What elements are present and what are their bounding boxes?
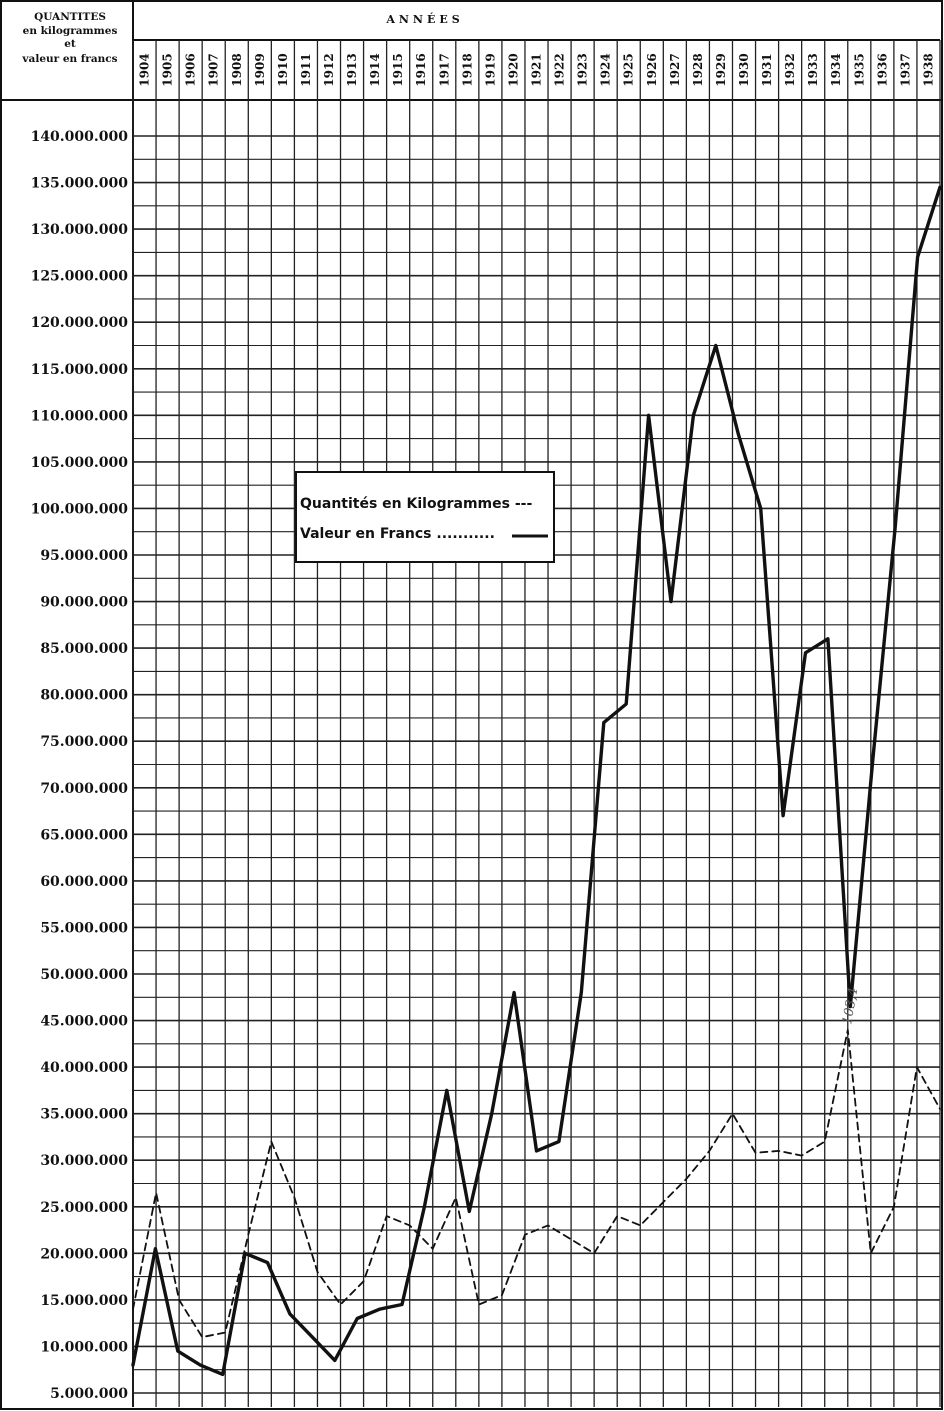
x-tick-label: 1920 [506,53,520,86]
x-tick-label: 1919 [483,53,497,86]
y-tick-label: 100.000.000 [31,501,129,517]
legend-entry-quantites: Quantités en Kilogrammes --- [300,496,532,512]
y-tick-label: 10.000.000 [40,1339,128,1355]
x-tick-label: 1922 [553,53,567,86]
y-tick-label: 45.000.000 [40,1014,128,1030]
y-tick-label: 30.000.000 [40,1153,128,1169]
corner-header-line-3: et [64,38,76,50]
x-tick-label: 1932 [783,53,797,86]
x-tick-label: 1930 [737,53,751,86]
y-tick-label: 20.000.000 [40,1246,128,1262]
x-tick-label: 1910 [276,53,290,86]
x-tick-label: 1927 [668,53,682,86]
x-tick-label: 1921 [530,53,544,86]
y-tick-label: 50.000.000 [40,967,128,983]
x-tick-label: 1923 [576,53,590,86]
legend: Quantités en Kilogrammes --- Valeur en F… [295,471,555,563]
x-tick-label: 1916 [414,53,428,86]
x-tick-label: 1905 [161,53,175,86]
x-tick-label: 1911 [299,53,313,86]
x-tick-label: 1936 [875,53,889,86]
y-tick-label: 70.000.000 [40,781,128,797]
y-tick-label: 35.000.000 [40,1107,128,1123]
y-tick-label: 135.000.000 [31,176,129,192]
x-tick-label: 1935 [852,53,866,86]
legend-entry-valeur: Valeur en Francs ........... [300,526,495,542]
y-tick-label: 110.000.000 [31,408,129,424]
y-tick-label: 130.000.000 [31,222,129,238]
x-tick-label: 1913 [345,53,359,86]
series-lines [131,185,942,1377]
y-tick-label: 40.000.000 [40,1060,128,1076]
x-tick-label: 1906 [184,53,198,86]
series-valeur-line [131,185,942,1377]
x-tick-label: 1929 [714,53,728,86]
y-tick-label: 120.000.000 [31,315,129,331]
y-tick-label: 85.000.000 [40,641,128,657]
y-tick-label: 5.000.000 [50,1386,128,1402]
y-tick-label: 15.000.000 [40,1293,128,1309]
x-tick-label: 1914 [368,53,382,86]
chart-header: QUANTITES en kilogrammes et valeur en fr… [21,11,463,65]
y-axis-tick-labels: 140.000.000 135.000.000 130.000.000 125.000… [31,129,129,1402]
x-tick-label: 1925 [622,53,636,86]
y-tick-label: 75.000.000 [40,734,128,750]
x-tick-label: 1937 [898,53,912,86]
x-tick-label: 1933 [806,53,820,86]
corner-header-line-2: en kilogrammes [23,25,118,37]
x-tick-label: 1907 [207,53,221,86]
x-tick-label: 1908 [230,53,244,86]
x-tick-label: 1904 [138,53,152,86]
x-tick-label: 1926 [645,53,659,86]
corner-header-line-4: valeur en francs [21,53,117,65]
x-tick-label: 1938 [921,53,935,86]
y-tick-label: 140.000.000 [31,129,129,145]
x-tick-label: 1928 [691,53,705,86]
series-quantites-line [132,1029,941,1338]
y-tick-label: 105.000.000 [31,455,129,471]
y-tick-label: 55.000.000 [40,920,128,936]
legend-box [295,471,555,563]
pencil-annotation: 103,4 [840,986,861,1025]
y-tick-label: 115.000.000 [31,362,129,378]
y-tick-label: 65.000.000 [40,827,128,843]
x-tick-label: 1934 [829,53,843,86]
x-tick-label: 1915 [391,53,405,86]
x-tick-label: 1918 [460,53,474,86]
x-tick-label: 1924 [599,53,613,86]
y-tick-label: 80.000.000 [40,688,128,704]
corner-header-line-1: QUANTITES [34,11,106,23]
y-tick-label: 95.000.000 [40,548,128,564]
y-tick-label: 60.000.000 [40,874,128,890]
x-axis-title: ANNÉES [385,12,463,26]
x-axis-tick-labels: 1904 1905 1906 1907 1908 1909 1910 1911 1912 1913… [138,53,936,86]
x-tick-label: 1909 [253,53,267,86]
y-tick-label: 90.000.000 [40,595,128,611]
y-tick-label: 125.000.000 [31,269,129,285]
x-tick-label: 1912 [322,53,336,86]
y-tick-label: 25.000.000 [40,1200,128,1216]
x-tick-label: 1931 [760,53,774,86]
x-tick-label: 1917 [437,53,451,86]
